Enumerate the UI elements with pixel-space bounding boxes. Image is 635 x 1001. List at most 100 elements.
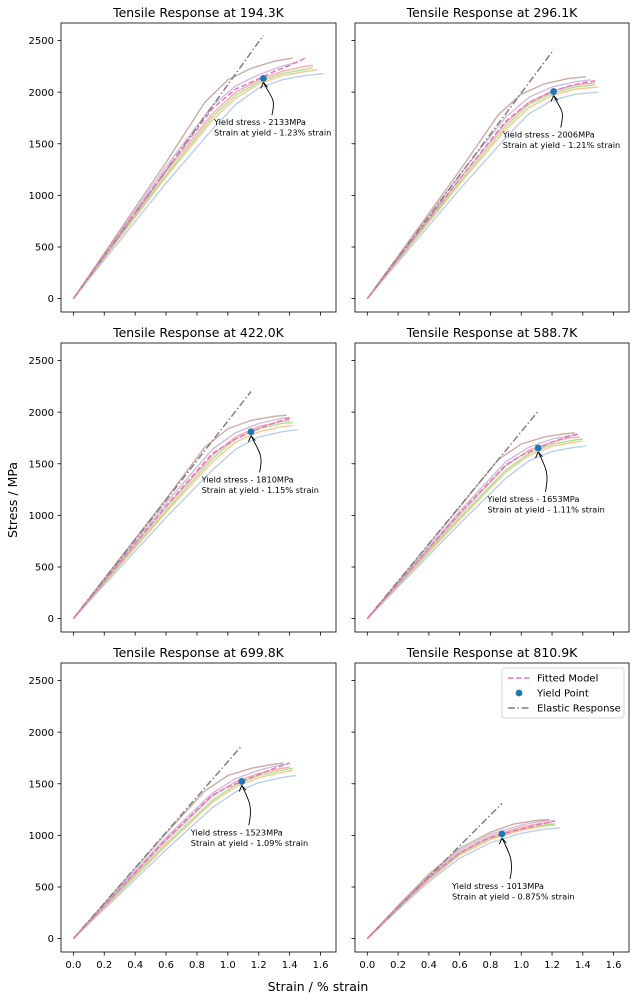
chart-title: Tensile Response at 296.1K bbox=[406, 5, 579, 20]
yield-point bbox=[247, 428, 255, 436]
x-tick-label: 0.4 bbox=[421, 960, 437, 971]
x-tick-label: 1.4 bbox=[575, 960, 591, 971]
fitted-model-line bbox=[72, 762, 290, 940]
x-tick-label: 0.4 bbox=[127, 960, 143, 971]
annotation-arrowhead bbox=[260, 82, 268, 89]
annotation-arrow bbox=[250, 435, 262, 473]
x-tick-label: 0.6 bbox=[452, 960, 468, 971]
x-tick-label: 0.2 bbox=[96, 960, 112, 971]
yield-annotation-text: Yield stress - 2133MPa bbox=[213, 117, 306, 127]
annotation-arrow bbox=[501, 837, 512, 880]
yield-annotation-text: Yield stress - 1810MPa bbox=[201, 474, 294, 484]
sample-curve bbox=[72, 774, 296, 940]
annotation-arrow bbox=[553, 95, 563, 128]
sample-curve bbox=[72, 429, 298, 620]
yield-point bbox=[238, 777, 246, 785]
axes-frame bbox=[354, 662, 630, 953]
x-tick-label: 0.0 bbox=[65, 960, 81, 971]
y-tick-label: 2000 bbox=[29, 88, 54, 99]
sample-curve bbox=[72, 66, 313, 300]
yield-point bbox=[259, 75, 267, 82]
legend: Fitted Model Yield Point Elastic Response bbox=[501, 667, 625, 719]
y-tick-label: 2000 bbox=[29, 408, 54, 419]
annotation-arrowhead bbox=[535, 451, 543, 459]
legend-label: Yield Point bbox=[536, 689, 589, 700]
x-tick-label: 1.6 bbox=[606, 960, 622, 971]
annotation-arrow bbox=[241, 785, 251, 826]
elastic-response-line bbox=[72, 391, 252, 620]
yield-annotation-text: Strain at yield - 1.09% strain bbox=[191, 838, 308, 848]
y-tick-label: 1500 bbox=[29, 779, 54, 790]
y-tick-label: 500 bbox=[35, 883, 54, 894]
yield-annotation-text: Strain at yield - 0.875% strain bbox=[452, 892, 575, 902]
legend-label: Elastic Response bbox=[537, 704, 621, 715]
y-tick-label: 1000 bbox=[29, 831, 54, 842]
chart-title: Tensile Response at 422.0K bbox=[112, 325, 285, 340]
yield-point bbox=[534, 444, 542, 452]
elastic-response-line bbox=[366, 410, 539, 620]
y-tick-label: 2500 bbox=[29, 36, 54, 47]
sample-curve bbox=[366, 76, 586, 300]
y-tick-label: 1000 bbox=[29, 511, 54, 522]
sample-curve bbox=[72, 61, 298, 300]
axes-frame bbox=[354, 342, 630, 633]
annotation-arrowhead bbox=[248, 435, 256, 442]
yield-annotation-text: Strain at yield - 1.15% strain bbox=[202, 485, 319, 495]
fitted-model-line bbox=[72, 57, 306, 300]
sample-curve bbox=[366, 84, 596, 300]
sample-curve bbox=[72, 68, 318, 300]
x-tick-label: 0.0 bbox=[359, 960, 375, 971]
sample-curve bbox=[366, 91, 599, 300]
y-tick-label: 0 bbox=[48, 294, 54, 305]
sample-curve bbox=[72, 57, 293, 299]
yield-annotation-text: Strain at yield - 1.23% strain bbox=[214, 128, 331, 138]
sample-curve bbox=[366, 438, 583, 620]
yield-annotation-text: Yield stress - 2006MPa bbox=[502, 130, 595, 140]
fitted-model-line bbox=[72, 416, 293, 620]
y-tick-label: 500 bbox=[35, 563, 54, 574]
plot-area bbox=[61, 343, 336, 632]
sample-curve bbox=[72, 424, 293, 620]
yield-point bbox=[550, 88, 557, 95]
axes-frame bbox=[354, 22, 630, 313]
plot-area bbox=[61, 23, 336, 312]
yield-point bbox=[498, 830, 506, 838]
annotation-arrow bbox=[537, 451, 548, 493]
sample-curve bbox=[366, 818, 550, 940]
y-tick-label: 2000 bbox=[29, 728, 54, 739]
y-tick-label: 2500 bbox=[29, 356, 54, 367]
yield-annotation-text: Strain at yield - 1.21% strain bbox=[503, 140, 620, 150]
elastic-response-line bbox=[366, 49, 555, 300]
fitted-model-line bbox=[366, 80, 596, 300]
sample-curve bbox=[72, 763, 287, 940]
sample-curve bbox=[366, 827, 560, 940]
x-tick-label: 1.0 bbox=[513, 960, 529, 971]
figure-x-label: Strain / % strain bbox=[268, 979, 369, 994]
sample-curve bbox=[366, 86, 599, 300]
figure-y-label: Stress / MPa bbox=[5, 462, 20, 538]
sample-curve bbox=[72, 767, 293, 940]
y-tick-label: 1000 bbox=[29, 191, 54, 202]
chart-title: Tensile Response at 194.3K bbox=[112, 5, 285, 20]
sample-curve bbox=[366, 445, 586, 620]
annotation-arrowhead bbox=[498, 837, 507, 845]
sample-curve bbox=[72, 72, 324, 300]
x-tick-label: 0.8 bbox=[483, 960, 499, 971]
axes-frame bbox=[60, 342, 337, 633]
x-tick-label: 1.0 bbox=[220, 960, 236, 971]
annotation-arrowhead bbox=[238, 785, 247, 792]
annotation-arrow bbox=[262, 82, 274, 116]
x-tick-label: 0.8 bbox=[189, 960, 205, 971]
x-tick-label: 1.6 bbox=[313, 960, 329, 971]
y-tick-label: 2500 bbox=[29, 676, 54, 687]
elastic-response-line bbox=[366, 802, 503, 940]
x-tick-label: 1.2 bbox=[544, 960, 560, 971]
sample-curve bbox=[72, 416, 290, 620]
legend-label: Fitted Model bbox=[537, 674, 598, 685]
sample-curve bbox=[366, 434, 577, 620]
y-tick-label: 0 bbox=[48, 934, 54, 945]
